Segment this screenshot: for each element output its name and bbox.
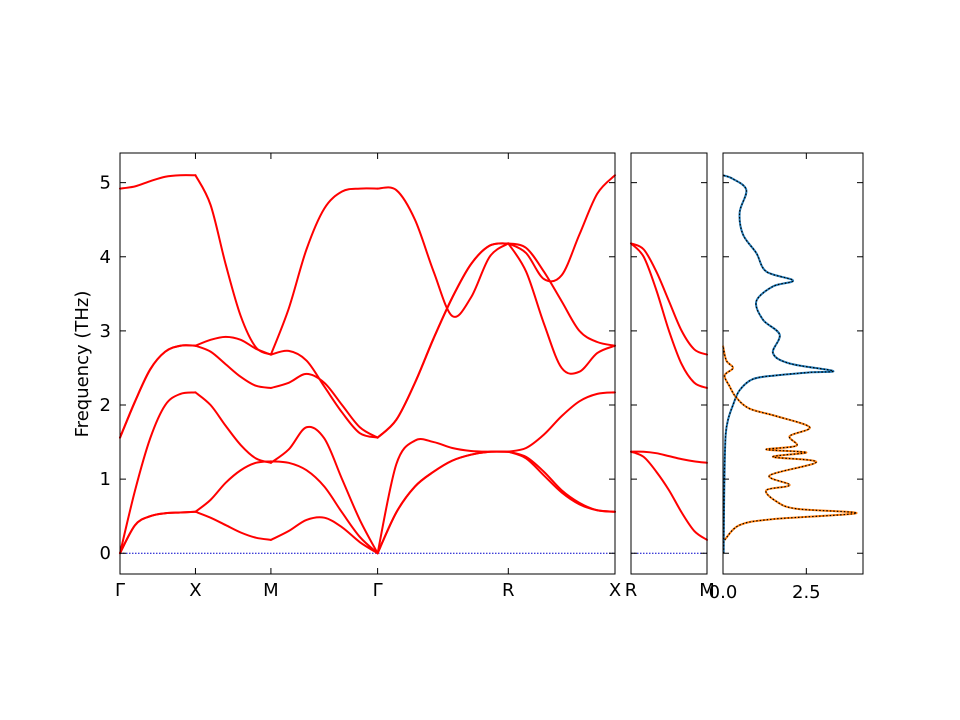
dos-total-dotted-curve xyxy=(722,345,857,541)
y-axis-label: Frequency (THz) xyxy=(72,291,93,438)
x-tick-label: R xyxy=(625,580,638,601)
x-tick-label: R xyxy=(502,580,515,601)
phonon-band xyxy=(507,450,616,513)
y-tick-label: 3 xyxy=(100,321,111,342)
y-tick-label: 2 xyxy=(100,395,111,416)
phonon-band xyxy=(269,516,379,555)
phonon-band xyxy=(194,335,272,356)
band-structure-panel: 0 1 2 3 4 5 Γ X M Γ R X xyxy=(100,152,621,601)
y-tick-label: 5 xyxy=(100,173,111,194)
dos-axes-frame xyxy=(722,152,864,575)
phonon-band xyxy=(269,187,379,356)
inset-axes-frame xyxy=(630,152,708,575)
x-tick-label: Γ xyxy=(373,580,383,601)
dos-total-dotted-curve xyxy=(722,174,834,554)
x-tick-label: M xyxy=(699,580,715,601)
phonon-band xyxy=(630,242,708,389)
phonon-band xyxy=(194,510,272,541)
phonon-band xyxy=(376,186,510,318)
x-tick-label: Γ xyxy=(115,580,125,601)
density-of-states-panel: 0.0 2.5 xyxy=(709,152,864,603)
phonon-band xyxy=(119,391,197,555)
phonon-band xyxy=(507,391,616,453)
x-tick-label: X xyxy=(609,580,621,601)
y-tick-label: 0 xyxy=(100,543,111,564)
phonon-band xyxy=(507,242,616,375)
phonon-band xyxy=(119,344,197,439)
phonon-band xyxy=(507,174,616,283)
band-axes-frame xyxy=(119,152,616,575)
phonon-band xyxy=(119,510,197,555)
phonon-band xyxy=(269,372,379,439)
x-tick-label: M xyxy=(263,580,279,601)
x-tick-label: 0.0 xyxy=(709,582,738,603)
x-tick-label: X xyxy=(189,580,201,601)
phonon-band xyxy=(194,391,272,464)
phonon-band xyxy=(376,242,510,439)
phonon-band xyxy=(507,242,616,347)
phonon-band xyxy=(269,460,379,555)
phonon-band xyxy=(119,174,197,190)
phonon-band xyxy=(376,450,510,555)
phonon-band xyxy=(269,349,379,439)
y-tick-label: 1 xyxy=(100,469,111,490)
phonon-band xyxy=(630,450,708,541)
x-tick-label: 2.5 xyxy=(792,582,821,603)
phonon-band xyxy=(630,450,708,464)
phonon-band xyxy=(630,242,708,356)
y-tick-label: 4 xyxy=(100,247,111,268)
phonon-band xyxy=(269,425,379,555)
phonon-band xyxy=(194,460,272,513)
phonon-band xyxy=(194,344,272,389)
